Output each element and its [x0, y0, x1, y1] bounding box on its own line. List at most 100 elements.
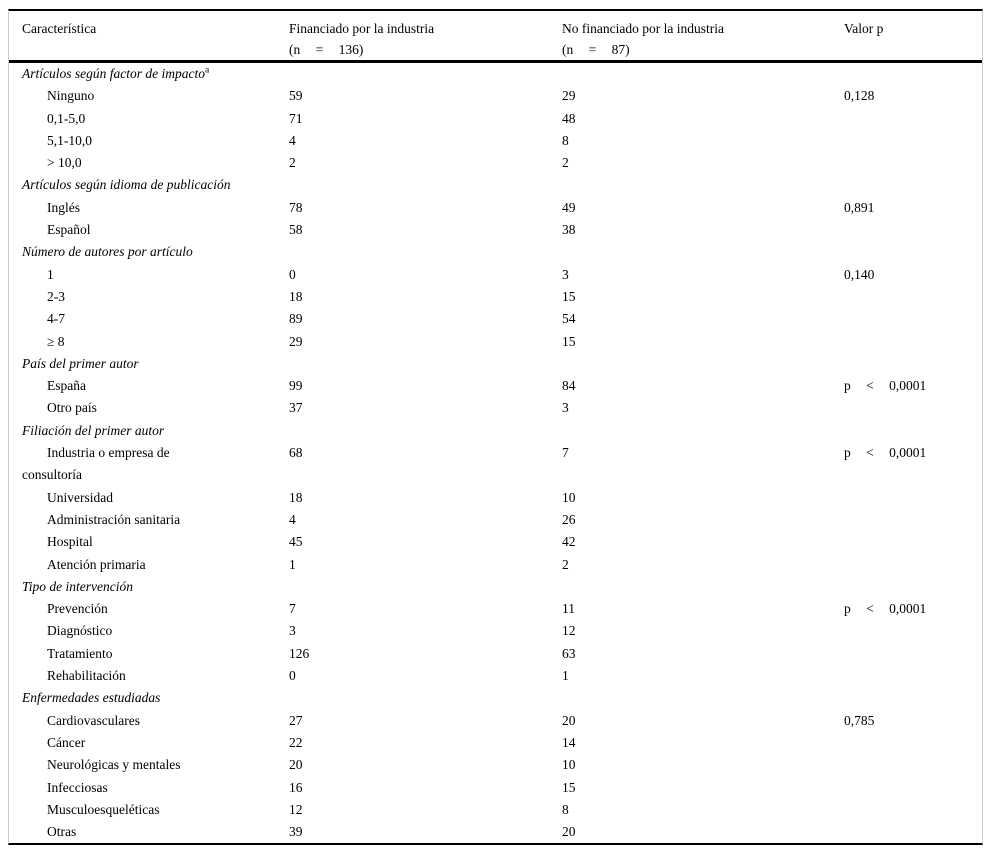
header-not-funded-n: (n = 87)	[562, 42, 630, 57]
pvalue-cell	[844, 531, 982, 553]
table-row: 4-7 89 54	[9, 308, 982, 330]
not-funded-value: 15	[562, 333, 576, 349]
not-funded-value: 38	[562, 222, 576, 238]
section-row: País del primer autor	[9, 353, 982, 375]
pvalue-cell	[844, 687, 982, 709]
footnote-marker: a	[204, 65, 210, 76]
not-funded-value: 20	[562, 824, 576, 840]
funded-value: 2	[289, 155, 296, 171]
funded-value: 12	[289, 801, 303, 817]
not-funded-value: 3	[562, 400, 569, 416]
pvalue-cell	[844, 732, 982, 754]
funded-value	[289, 576, 562, 598]
funded-value: 37	[289, 400, 303, 416]
characteristic-cell: España	[47, 378, 86, 394]
table-header: Característica Financiado por la industr…	[9, 11, 982, 63]
characteristic-cell: Universidad	[47, 489, 113, 505]
table-row: Inglés 78 49 0,891	[9, 197, 982, 219]
characteristic-cell: 5,1-10,0	[47, 132, 92, 148]
characteristic-cell: Atención primaria	[47, 556, 146, 572]
characteristic-cell: Infecciosas	[47, 779, 108, 795]
characteristic-cell: Musculoesqueléticas	[47, 801, 160, 817]
table-row: Neurológicas y mentales 20 10	[9, 754, 982, 776]
funded-value: 71	[289, 110, 303, 126]
not-funded-value: 8	[562, 801, 569, 817]
characteristic-cell: Ninguno	[47, 88, 95, 104]
not-funded-value	[562, 241, 844, 263]
pvalue-cell	[844, 821, 982, 843]
pvalue-cell	[844, 108, 982, 130]
not-funded-value: 48	[562, 110, 576, 126]
characteristic-cell: País del primer autor	[22, 355, 139, 371]
table-row: 0,1-5,0 71 48	[9, 108, 982, 130]
not-funded-value: 29	[562, 88, 576, 104]
pvalue-cell	[844, 643, 982, 665]
not-funded-value: 3	[562, 266, 569, 282]
table-row: España 99 84 p < 0,0001	[9, 375, 982, 397]
characteristic-cell: Cardiovasculares	[47, 712, 140, 728]
pvalue-cell	[844, 397, 982, 419]
funded-value	[289, 174, 562, 196]
funded-value: 7	[289, 601, 296, 617]
header-pvalue: Valor p	[844, 11, 982, 63]
funded-value: 0	[289, 266, 296, 282]
characteristic-cell: Cáncer	[47, 734, 86, 750]
funded-value: 4	[289, 511, 296, 527]
header-characteristic-label: Característica	[22, 21, 97, 36]
table-row: Otras 39 20	[9, 821, 982, 843]
pvalue-cell: 0,140	[844, 266, 875, 282]
header-not-funded-label: No financiado por la industria	[562, 21, 724, 36]
not-funded-value	[562, 353, 844, 375]
funded-value: 99	[289, 378, 303, 394]
table-row: Atención primaria 1 2	[9, 554, 982, 576]
pvalue-cell: 0,785	[844, 712, 875, 728]
header-funded-n: (n = 136)	[289, 42, 364, 57]
characteristic-cell: Tratamiento	[47, 645, 113, 661]
funded-value: 22	[289, 734, 303, 750]
characteristic-cell: Inglés	[47, 199, 80, 215]
not-funded-value: 84	[562, 378, 576, 394]
pvalue-cell	[844, 665, 982, 687]
header-funded-label: Financiado por la industria	[289, 21, 435, 36]
pvalue-cell	[844, 331, 982, 353]
characteristic-cell: 1	[47, 266, 54, 282]
table-row: Industria o empresa de consultoría 68 7 p <…	[9, 442, 982, 487]
characteristic-cell: Administración sanitaria	[47, 511, 181, 527]
funded-value: 45	[289, 534, 303, 550]
pvalue-cell: p < 0,0001	[844, 601, 927, 617]
section-row: Artículos según factor de impactoa	[9, 62, 982, 86]
characteristic-cell: Número de autores por artículo	[22, 244, 193, 260]
funded-value	[289, 687, 562, 709]
not-funded-value: 1	[562, 668, 569, 684]
pvalue-cell	[844, 241, 982, 263]
not-funded-value: 8	[562, 132, 569, 148]
characteristic-cell: Español	[47, 222, 91, 238]
characteristic-cell: Industria o empresa de consultoría	[22, 445, 170, 483]
characteristic-cell: Diagnóstico	[47, 623, 113, 639]
characteristics-table: Característica Financiado por la industr…	[9, 11, 982, 843]
table-row: Tratamiento 126 63	[9, 643, 982, 665]
not-funded-value	[562, 62, 844, 86]
header-pvalue-label: Valor p	[844, 21, 884, 36]
section-row: Enfermedades estudiadas	[9, 687, 982, 709]
pvalue-cell	[844, 62, 982, 86]
funded-value: 39	[289, 824, 303, 840]
funded-value: 3	[289, 623, 296, 639]
table-row: 5,1-10,0 4 8	[9, 130, 982, 152]
pvalue-cell: p < 0,0001	[844, 445, 927, 461]
section-row: Artículos según idioma de publicación	[9, 174, 982, 196]
characteristic-cell: Tipo de intervención	[22, 578, 133, 594]
pvalue-cell: p < 0,0001	[844, 378, 927, 394]
funded-value	[289, 420, 562, 442]
table-row: Universidad 18 10	[9, 487, 982, 509]
funded-value	[289, 353, 562, 375]
characteristic-cell: ≥ 8	[47, 333, 65, 349]
not-funded-value: 12	[562, 623, 576, 639]
funded-value: 0	[289, 668, 296, 684]
table-row: Ninguno 59 29 0,128	[9, 85, 982, 107]
characteristic-cell: 4-7	[47, 311, 65, 327]
table-row: Rehabilitación 0 1	[9, 665, 982, 687]
not-funded-value: 63	[562, 645, 576, 661]
pvalue-cell	[844, 420, 982, 442]
not-funded-value: 20	[562, 712, 576, 728]
